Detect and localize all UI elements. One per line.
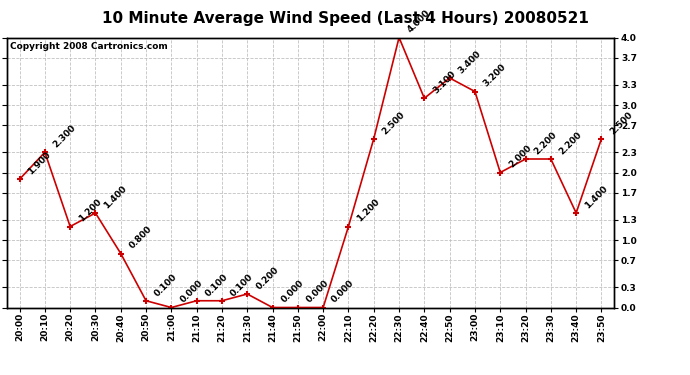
Text: 0.100: 0.100 [153,272,179,298]
Text: 3.200: 3.200 [482,63,508,89]
Text: Copyright 2008 Cartronics.com: Copyright 2008 Cartronics.com [10,42,168,51]
Text: 0.200: 0.200 [254,265,280,291]
Text: 2.300: 2.300 [52,123,78,150]
Text: 3.100: 3.100 [431,69,457,96]
Text: 2.200: 2.200 [533,130,559,156]
Text: 1.200: 1.200 [77,198,104,224]
Text: 2.200: 2.200 [558,130,584,156]
Text: 4.000: 4.000 [406,9,432,35]
Text: 0.100: 0.100 [229,272,255,298]
Text: 0.000: 0.000 [305,279,331,305]
Text: 0.800: 0.800 [128,225,154,251]
Text: 0.000: 0.000 [178,279,204,305]
Text: 2.500: 2.500 [381,110,407,136]
Text: 1.400: 1.400 [583,184,609,210]
Text: 0.100: 0.100 [204,272,230,298]
Text: 0.000: 0.000 [330,279,356,305]
Text: 1.900: 1.900 [26,150,53,177]
Text: 10 Minute Average Wind Speed (Last 4 Hours) 20080521: 10 Minute Average Wind Speed (Last 4 Hou… [101,11,589,26]
Text: 2.000: 2.000 [507,144,533,170]
Text: 2.500: 2.500 [609,110,635,136]
Text: 1.200: 1.200 [355,198,382,224]
Text: 0.000: 0.000 [279,279,306,305]
Text: 3.400: 3.400 [457,49,483,75]
Text: 1.400: 1.400 [102,184,129,210]
